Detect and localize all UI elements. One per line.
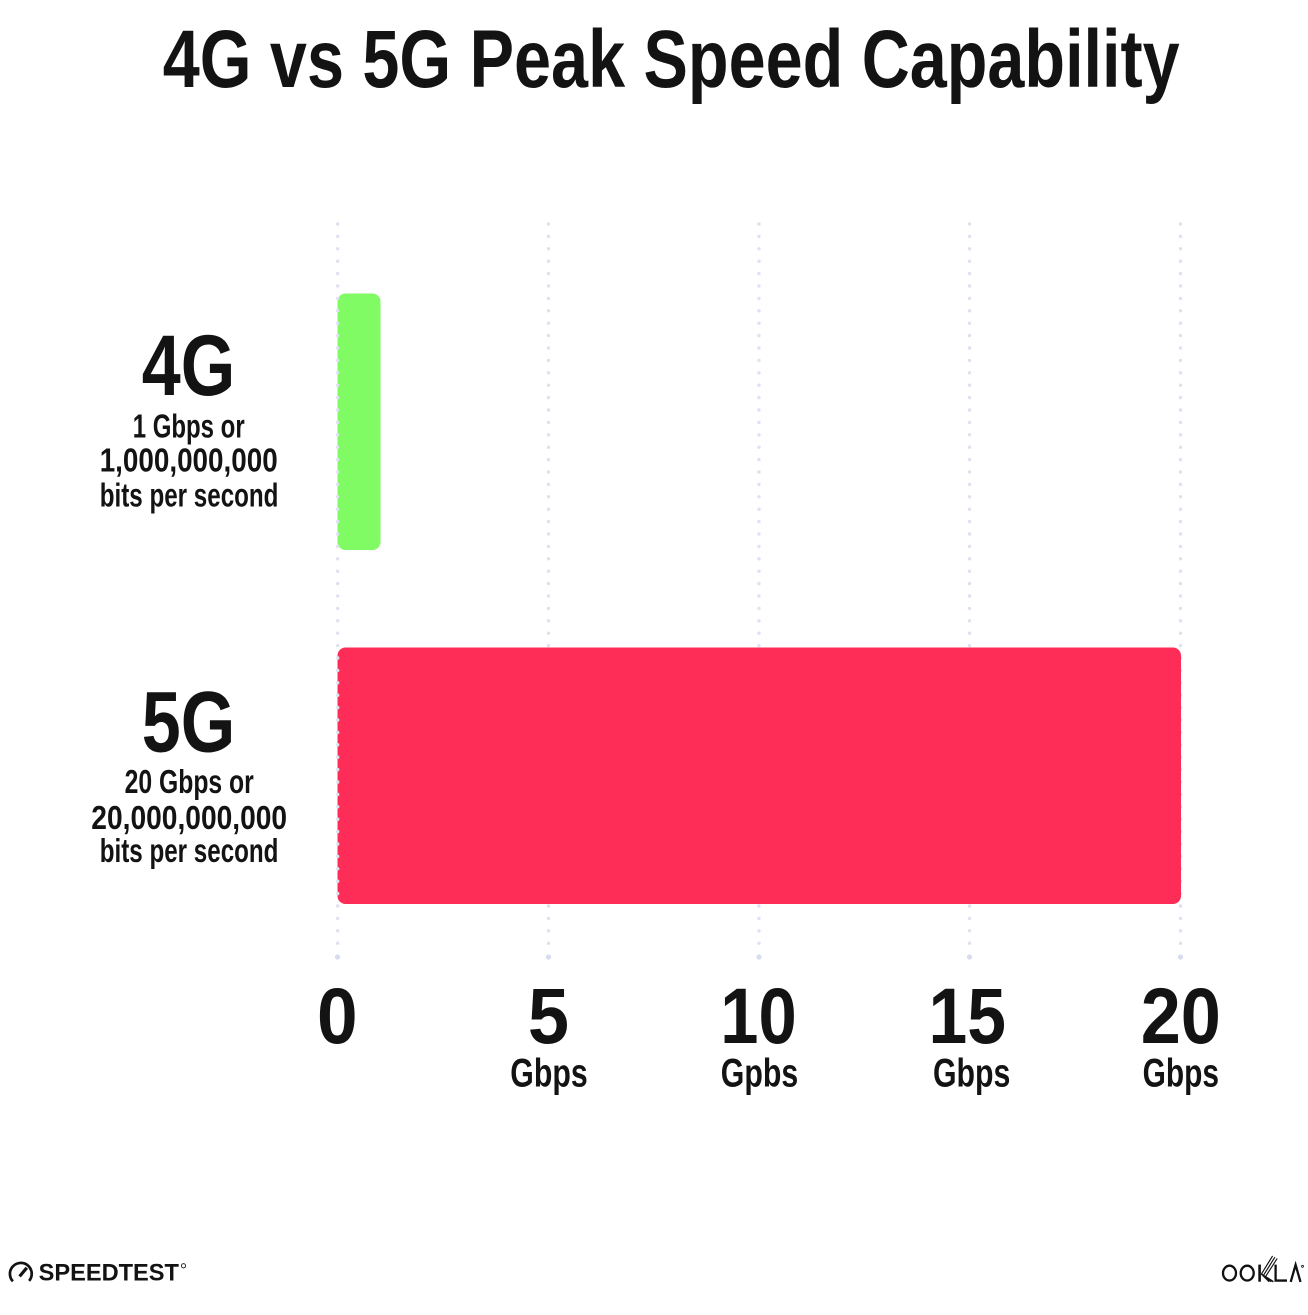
- svg-text:10: 10: [720, 971, 796, 1060]
- svg-text:Gbps: Gbps: [933, 1052, 1010, 1096]
- svg-text:Gpbs: Gpbs: [721, 1052, 798, 1096]
- svg-text:Gbps: Gbps: [510, 1052, 587, 1096]
- svg-text:5G: 5G: [142, 674, 236, 770]
- svg-text:20,000,000,000: 20,000,000,000: [91, 800, 287, 837]
- svg-text:20: 20: [1141, 971, 1221, 1060]
- svg-text:4G vs 5G Peak Speed Capability: 4G vs 5G Peak Speed Capability: [163, 14, 1180, 105]
- svg-text:bits per second: bits per second: [100, 477, 279, 514]
- svg-text:20 Gbps or: 20 Gbps or: [125, 764, 254, 801]
- svg-text:5: 5: [528, 971, 569, 1060]
- svg-text:SPEEDTEST: SPEEDTEST: [39, 1260, 179, 1287]
- svg-text:15: 15: [928, 971, 1006, 1060]
- svg-text:bits per second: bits per second: [100, 833, 279, 870]
- svg-text:1 Gbps or: 1 Gbps or: [133, 409, 245, 446]
- svg-text:1,000,000,000: 1,000,000,000: [100, 443, 278, 480]
- svg-text:0: 0: [317, 971, 358, 1060]
- svg-text:4G: 4G: [142, 318, 236, 414]
- svg-text:Gbps: Gbps: [1143, 1052, 1219, 1096]
